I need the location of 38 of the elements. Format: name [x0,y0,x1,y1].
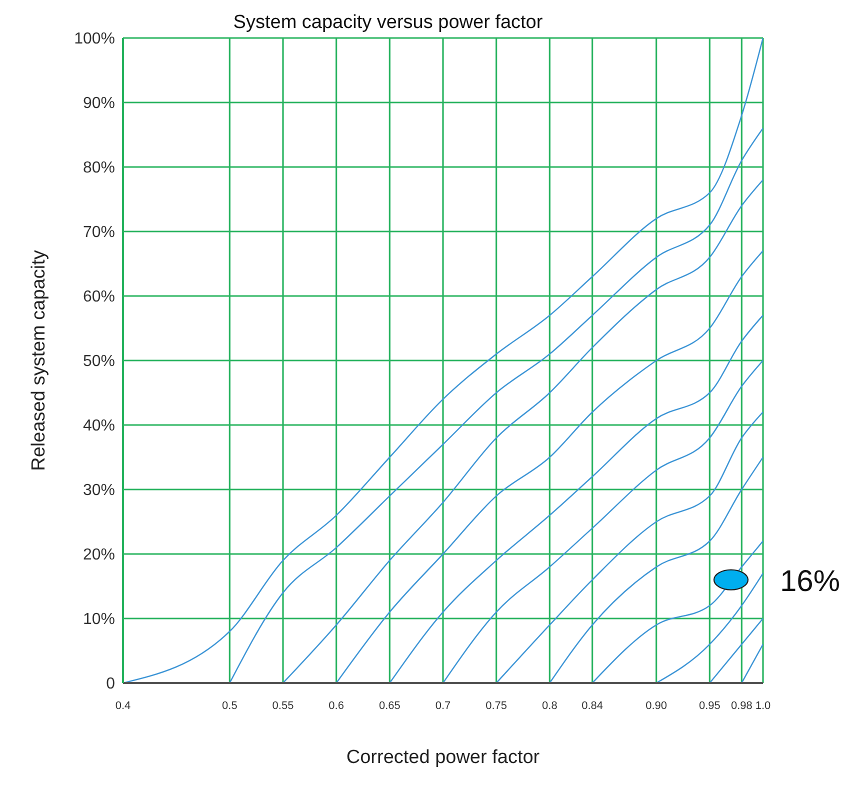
x-tick-label: 0.7 [435,700,451,712]
x-tick-label: 0.90 [646,700,668,712]
x-tick-label: 0.98 [730,700,752,712]
x-axis-title: Corrected power factor [346,747,540,768]
y-axis-title: Released system capacity [28,250,50,471]
y-tick-label: 50% [82,353,115,370]
x-tick-label: 0.5 [222,700,238,712]
y-tick-label: 0 [106,676,116,693]
annotation: 16% [780,564,840,598]
line-series [336,250,763,683]
line-series [592,540,763,683]
line-series [442,360,763,683]
y-tick-label: 10% [82,611,115,628]
y-tick-label: 80% [82,160,115,177]
chart-title: System capacity versus power factor [233,12,544,33]
line-series [282,179,763,683]
line-series [549,456,763,683]
x-tick-label: 0.4 [115,700,131,712]
line-series [496,411,763,683]
line-series [123,38,763,683]
y-tick-label: 60% [82,288,115,306]
x-tick-label: 0.6 [328,700,344,712]
x-tick-label: 0.95 [698,700,720,712]
x-tick-label: 0.75 [486,700,508,712]
y-tick-label: 40% [82,418,115,435]
line-series [229,128,763,683]
x-tick-label: 1.0 [755,700,771,712]
y-tick-label: 20% [82,546,115,564]
y-tick-label: 100% [74,30,115,48]
line-series [656,572,763,683]
y-tick-label: 30% [82,482,115,500]
x-tick-label: 0.55 [272,700,294,712]
y-tick-label: 90% [82,95,115,112]
y-tick-label: 70% [82,224,115,242]
x-tick-label: 0.65 [378,700,400,712]
line-series [389,314,763,683]
x-tick-label: 0.84 [582,700,604,712]
x-tick-label: 0.8 [542,700,558,712]
